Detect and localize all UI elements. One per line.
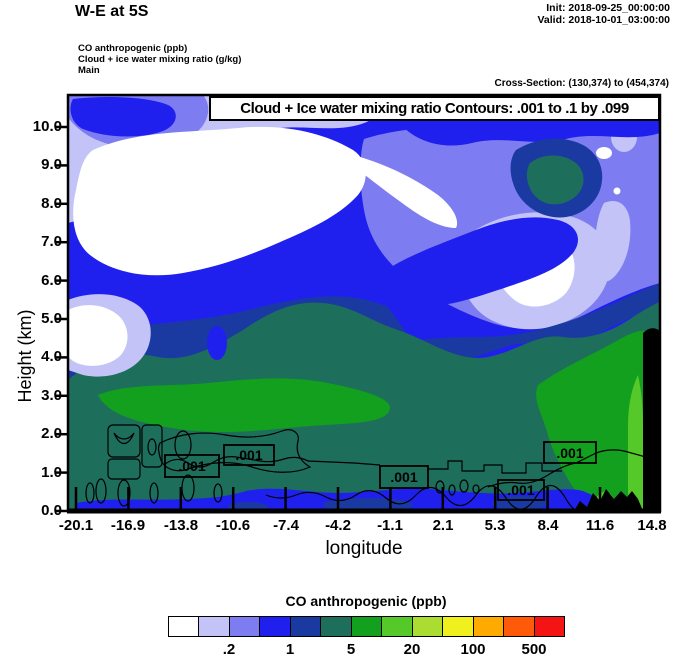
y-tick-label: 6.0 <box>41 272 62 289</box>
colorbar-cell <box>228 617 260 636</box>
colorbar-cell <box>472 617 504 636</box>
y-tick-label: 7.0 <box>41 233 62 250</box>
valid-timestamp: Valid: 2018-10-01_03:00:00 <box>537 14 670 26</box>
colorbar <box>168 616 565 637</box>
x-tick-label: -20.1 <box>58 517 94 534</box>
x-axis-title: longitude <box>325 538 403 559</box>
y-tick-label: 0.0 <box>41 502 62 519</box>
y-tick-label: 5.0 <box>41 310 62 327</box>
colorbar-cell <box>320 617 351 636</box>
y-axis-title: Height (km) <box>15 309 35 403</box>
contour-label-boxes: .001 .001 .001 .001 .001 <box>164 441 597 501</box>
field-info-domain: Main <box>78 65 100 76</box>
cross-section-plot: .001 .001 .001 .001 .001 <box>56 93 662 514</box>
colorbar-title: CO anthropogenic (ppb) <box>285 593 447 609</box>
y-tick-label: 2.0 <box>41 425 62 442</box>
y-tick-label: 9.0 <box>41 156 62 173</box>
contour-label: .001 <box>235 447 262 463</box>
x-tick-label: 11.6 <box>585 517 615 534</box>
x-tick-label: -4.2 <box>325 517 351 534</box>
x-tick-label: 5.3 <box>484 517 506 534</box>
page-title: W-E at 5S <box>75 3 149 20</box>
colorbar-cell <box>503 617 534 636</box>
cloud-contour-lines <box>85 424 657 512</box>
colorbar-cell <box>259 617 290 636</box>
contour-label: .001 <box>507 482 534 498</box>
x-tick-label: 8.4 <box>537 517 559 534</box>
init-timestamp: Init: 2018-09-25_00:00:00 <box>546 2 670 14</box>
y-tick-label: 1.0 <box>41 464 62 481</box>
contour-label: .001 <box>390 469 417 485</box>
y-tick-label: 10.0 <box>32 118 62 135</box>
x-axis-ticks <box>74 487 654 511</box>
y-tick-label: 4.0 <box>41 348 62 365</box>
colorbar-cell <box>442 617 473 636</box>
colorbar-cell <box>533 617 565 636</box>
field-info-contour: Cloud + ice water mixing ratio (g/kg) <box>78 54 242 65</box>
y-tick-label: 3.0 <box>41 387 62 404</box>
contour-info-box: Cloud + Ice water mixing ratio Contours:… <box>209 96 660 121</box>
colorbar-tick-label: 500 <box>521 641 547 658</box>
x-tick-label: -7.4 <box>273 517 299 534</box>
x-tick-label: 14.8 <box>637 517 667 534</box>
colorbar-cell <box>169 617 199 636</box>
colorbar-tick-label: 5 <box>346 641 356 658</box>
terrain-silhouette <box>574 489 643 511</box>
cross-section-coords: Cross-Section: (130,374) to (454,374) <box>494 78 669 89</box>
x-tick-label: -13.8 <box>163 517 199 534</box>
x-tick-label: -16.9 <box>110 517 146 534</box>
y-axis-ticks <box>56 125 68 513</box>
x-tick-label: 2.1 <box>432 517 454 534</box>
contour-label: .001 <box>178 458 205 474</box>
colorbar-tick-label: 20 <box>403 641 421 658</box>
terrain-column <box>643 328 660 511</box>
colorbar-cell <box>411 617 443 636</box>
contour-label: .001 <box>556 445 583 461</box>
x-tick-label: -1.1 <box>377 517 403 534</box>
colorbar-cell <box>381 617 412 636</box>
colorbar-cell <box>198 617 229 636</box>
x-tick-label: -10.6 <box>215 517 251 534</box>
colorbar-tick-label: 100 <box>460 641 486 658</box>
colorbar-cell <box>350 617 382 636</box>
colorbar-cell <box>289 617 321 636</box>
colorbar-tick-label: 1 <box>285 641 295 658</box>
field-info-fill: CO anthropogenic (ppb) <box>78 43 188 54</box>
y-tick-label: 8.0 <box>41 195 62 212</box>
colorbar-tick-label: .2 <box>222 641 236 658</box>
